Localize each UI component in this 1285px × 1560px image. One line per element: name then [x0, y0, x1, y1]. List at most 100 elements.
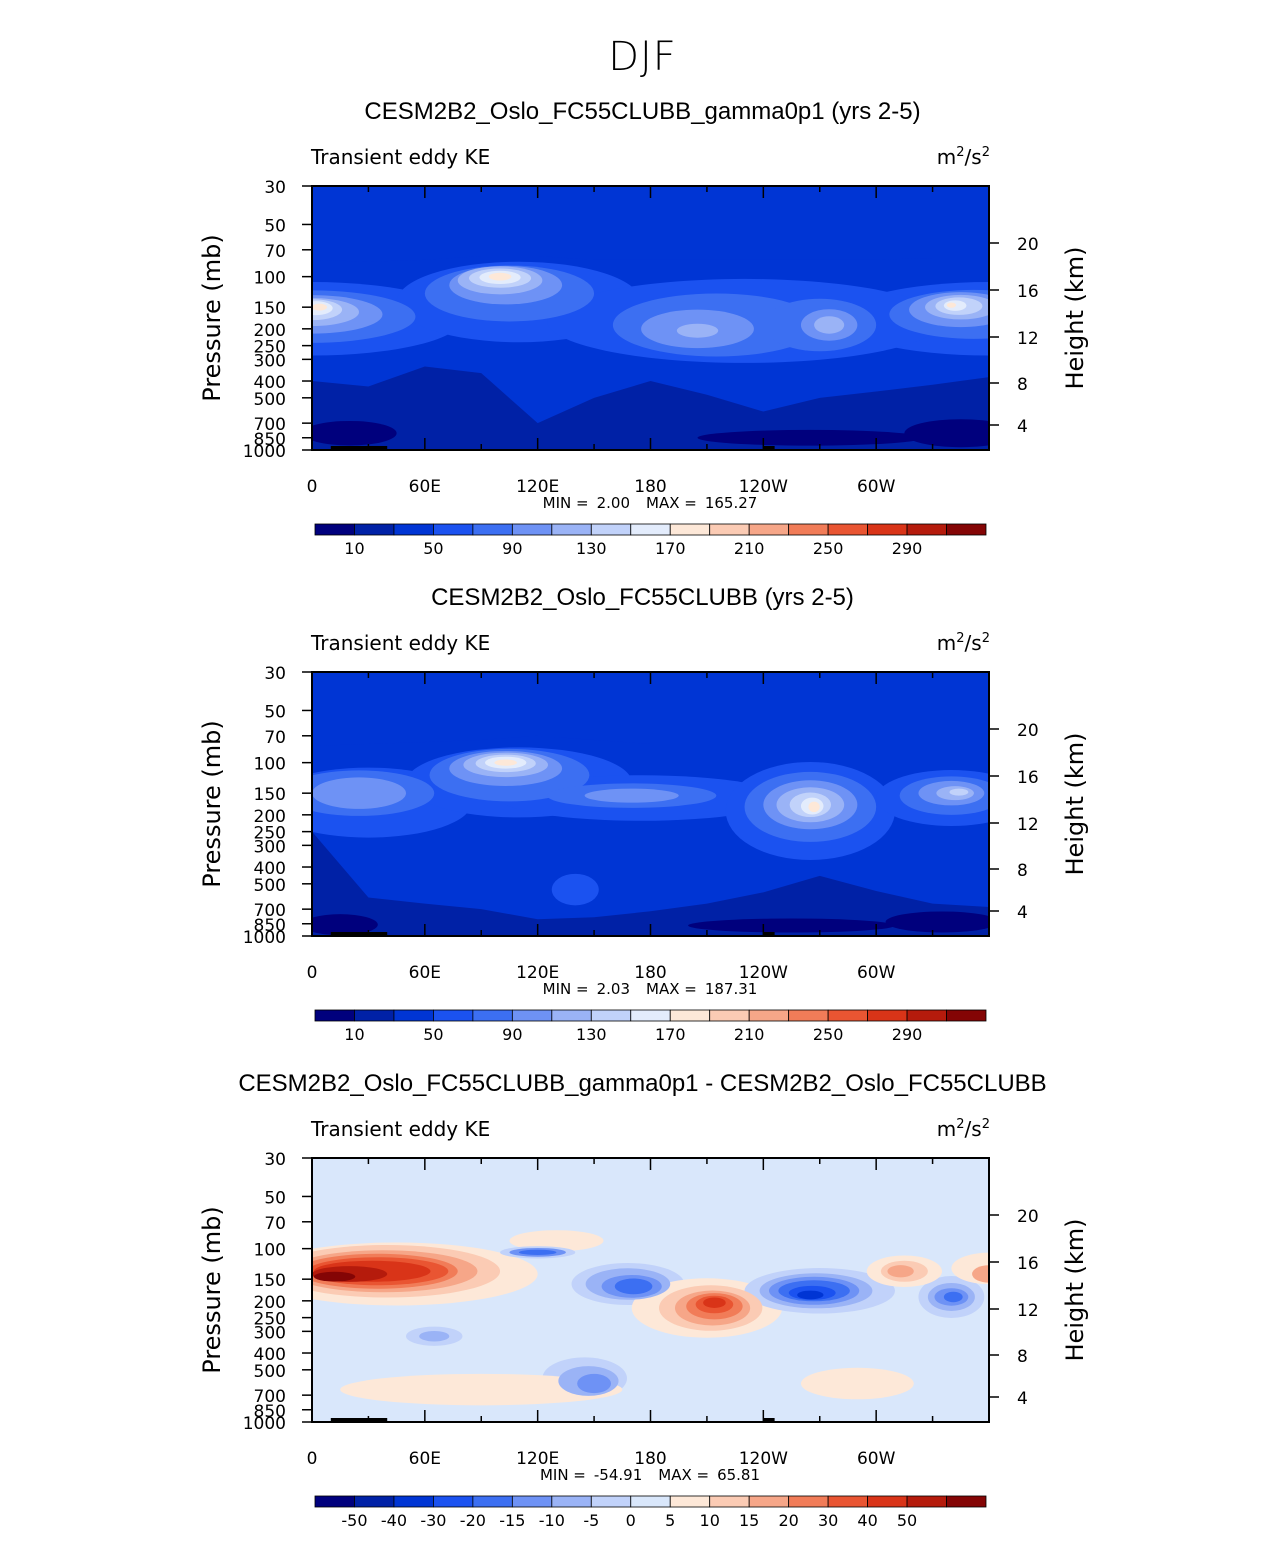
colorbar-swatch [354, 1009, 395, 1022]
y-tick-label: 250 [254, 338, 286, 358]
colorbar-label: -50 [341, 1511, 367, 1530]
colorbar-swatch [472, 1495, 513, 1508]
contour-region [419, 1330, 450, 1342]
units-part: 2 [956, 145, 964, 160]
colorbar-swatch [827, 523, 868, 536]
y-tick-label: 70 [264, 728, 286, 748]
y-tick-label: 70 [264, 1214, 286, 1234]
y-tick-label: 150 [254, 785, 286, 805]
colorbar-swatch [590, 1009, 632, 1022]
chart-svg: 0 60E 120E 180 120W 60W3050701001502002503004… [198, 631, 1089, 1044]
chart-panel-1: CESM2B2_Oslo_FC55CLUBB_gamma0p1 (yrs 2-5… [0, 98, 1285, 588]
contour-region [577, 1373, 612, 1394]
colorbar-label: 20 [778, 1511, 798, 1530]
y-tick-label: 500 [254, 876, 286, 896]
colorbar-swatch [433, 523, 474, 536]
colorbar-swatch [709, 1009, 750, 1022]
colorbar-label: 290 [892, 539, 923, 558]
colorbar-label: 10 [700, 1511, 720, 1530]
min-max-max-label: MAX = [658, 1466, 709, 1484]
colorbar-swatch [511, 1495, 553, 1508]
y-tick-label: 50 [264, 702, 286, 722]
colorbar-swatch [354, 1495, 395, 1508]
variable-label: Transient eddy KE [310, 145, 490, 169]
contour-region [551, 873, 599, 906]
y-axis-title: Pressure (mb) [198, 1206, 226, 1373]
colorbar-swatch [314, 523, 355, 536]
y-tick-label: 850 [254, 430, 286, 450]
y-tick-label: 50 [264, 1188, 286, 1208]
y-tick-label: 200 [254, 807, 286, 827]
contour-band [312, 831, 989, 936]
figure-title: DJF [608, 34, 677, 80]
y2-tick-label: 4 [1017, 903, 1028, 923]
y-tick-label: 200 [254, 1293, 286, 1313]
contour-region [518, 1249, 557, 1255]
contour-region [509, 1230, 604, 1252]
x-tick-label: 180 [634, 477, 666, 497]
y-tick-label: 700 [254, 1387, 286, 1407]
y-tick-label: 400 [254, 1345, 286, 1365]
contour-region [688, 918, 895, 933]
y-tick-label: 250 [254, 824, 286, 844]
colorbar-swatch [788, 1009, 829, 1022]
y2-tick-label: 4 [1017, 417, 1028, 437]
colorbar-label: 40 [857, 1511, 877, 1530]
units-label: m2/s2 [937, 1117, 990, 1141]
colorbar-label: 5 [665, 1511, 675, 1530]
contour-region [584, 788, 679, 803]
contour-region [313, 1271, 356, 1282]
x-tick-label: 60E [409, 477, 441, 497]
colorbar-swatch [906, 1009, 947, 1022]
colorbar-label: -30 [420, 1511, 446, 1530]
contour-field [312, 186, 989, 450]
contour-band [312, 366, 989, 450]
colorbar-label: -5 [583, 1511, 599, 1530]
units-part: /s [965, 1117, 982, 1141]
y-tick-label: 1000 [243, 442, 286, 462]
x-tick-label: 120E [516, 963, 559, 983]
colorbar-swatch [669, 1009, 711, 1022]
colorbar-label: 50 [897, 1511, 917, 1530]
units-part: /s [965, 145, 982, 169]
colorbar-swatch [946, 1495, 987, 1508]
y-tick-label: 700 [254, 901, 286, 921]
colorbar-label: 130 [576, 539, 607, 558]
y2-tick-label: 20 [1017, 721, 1039, 741]
colorbar-label: 170 [655, 1025, 686, 1044]
y2-tick-label: 8 [1017, 861, 1028, 881]
contour-region [814, 316, 845, 334]
y-tick-label: 30 [264, 178, 286, 198]
contour-region [887, 1265, 914, 1278]
colorbar-swatch [551, 523, 592, 536]
colorbar-label: -15 [499, 1511, 525, 1530]
x-tick-label: 0 [307, 477, 318, 497]
y-tick-label: 700 [254, 415, 286, 435]
chart-panel-2: CESM2B2_Oslo_FC55CLUBB (yrs 2-5) 0 60E 120E… [0, 584, 1285, 1074]
units-part: m [937, 631, 956, 655]
colorbar-swatch [867, 1009, 908, 1022]
colorbar-label: -40 [381, 1511, 407, 1530]
contour-region [488, 272, 512, 281]
min-max-summary: MIN = 2.00 MAX = 165.27 [543, 494, 758, 512]
topography-mask [330, 1418, 388, 1422]
colorbar-swatch [511, 1009, 553, 1022]
y2-tick-label: 8 [1017, 375, 1028, 395]
x-tick-label: 120E [516, 477, 559, 497]
x-tick-label: 120E [516, 1449, 559, 1469]
colorbar-label: -20 [460, 1511, 486, 1530]
y-tick-label: 250 [254, 1310, 286, 1330]
min-max-min-value: 2.00 [597, 494, 630, 512]
min-max-min-label: MIN = [543, 980, 589, 998]
units-part: 2 [982, 145, 990, 160]
colorbar-swatch [551, 1495, 592, 1508]
min-max-max-value: 165.27 [705, 494, 758, 512]
topography-mask [763, 932, 775, 936]
y-tick-label: 30 [264, 1150, 286, 1170]
colorbar-swatch [630, 1495, 671, 1508]
colorbar-swatch [590, 1495, 632, 1508]
colorbar-label: 210 [734, 539, 765, 558]
y2-tick-label: 8 [1017, 1347, 1028, 1367]
colorbar-swatch [827, 1009, 868, 1022]
x-tick-label: 120W [739, 1449, 788, 1469]
